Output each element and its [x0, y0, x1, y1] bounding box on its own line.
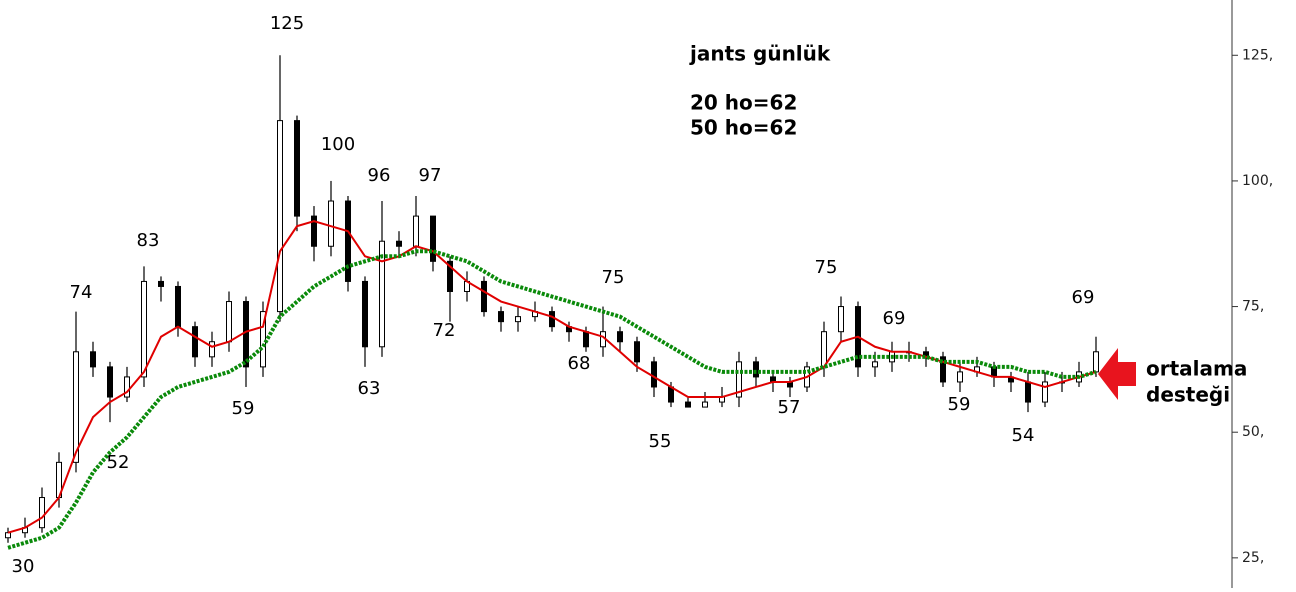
- price-annotation: 125: [270, 13, 304, 34]
- candle-body: [1025, 381, 1031, 403]
- note: 50 ho=62: [690, 116, 797, 140]
- candle-body: [396, 240, 402, 247]
- price-annotation: 63: [358, 378, 381, 399]
- price-annotation: 69: [1072, 287, 1095, 308]
- price-annotation: 75: [815, 257, 838, 278]
- y-tick-label: 125,: [1242, 47, 1273, 63]
- price-annotation: 59: [948, 394, 971, 415]
- candle-body: [141, 280, 147, 378]
- candle-body: [277, 120, 283, 313]
- candle-body: [260, 311, 266, 368]
- y-tick-label: 75,: [1242, 299, 1264, 315]
- candle-body: [1042, 381, 1048, 403]
- candle-body: [175, 285, 181, 328]
- candle-body: [838, 306, 844, 333]
- price-annotation: 83: [137, 230, 160, 251]
- candle-body: [957, 371, 963, 383]
- candle-body: [243, 301, 249, 368]
- candle-body: [311, 215, 317, 247]
- price-annotation: 54: [1012, 425, 1035, 446]
- candle-body: [651, 361, 657, 388]
- price-annotation: 57: [778, 397, 801, 418]
- price-annotation: 30: [12, 556, 35, 577]
- note: 20 ho=62: [690, 91, 797, 115]
- price-annotation: 100: [321, 134, 355, 155]
- moving-average: [7, 249, 1097, 550]
- chart-title: jants günlük: [689, 42, 831, 66]
- candle-body: [430, 215, 436, 262]
- candle-body: [872, 361, 878, 368]
- price-annotation: 74: [70, 282, 93, 303]
- candle-body: [515, 316, 521, 323]
- candle-body: [736, 361, 742, 398]
- moving-average: [7, 220, 1097, 534]
- candle-body: [226, 301, 232, 343]
- price-annotation: 97: [419, 165, 442, 186]
- candle-body: [583, 331, 589, 348]
- candle-body: [447, 260, 453, 292]
- price-annotation: 75: [602, 267, 625, 288]
- candle-body: [5, 532, 11, 539]
- candle-body: [379, 240, 385, 348]
- y-tick-label: 50,: [1242, 424, 1264, 440]
- callout: ortalama: [1146, 357, 1247, 381]
- candle-body: [107, 366, 113, 398]
- y-tick-label: 100,: [1242, 173, 1273, 189]
- price-annotation: 69: [883, 308, 906, 329]
- candle-body: [702, 401, 708, 408]
- candle-body: [821, 331, 827, 368]
- candle-body: [328, 200, 334, 247]
- candle-body: [413, 215, 419, 247]
- candle-body: [668, 386, 674, 403]
- candle-body: [498, 311, 504, 323]
- price-annotation: 96: [368, 165, 391, 186]
- price-annotation: 52: [107, 452, 130, 473]
- candle-body: [549, 311, 555, 328]
- candle-body: [294, 120, 300, 217]
- price-annotation: 68: [568, 353, 591, 374]
- y-tick-label: 25,: [1242, 550, 1264, 566]
- candle-body: [345, 200, 351, 282]
- candle-body: [73, 351, 79, 463]
- candle-body: [209, 341, 215, 358]
- callout: desteği: [1146, 383, 1230, 407]
- candle-body: [940, 356, 946, 383]
- candle-body: [685, 401, 691, 408]
- price-annotation: 55: [649, 431, 672, 452]
- candle-body: [617, 331, 623, 343]
- callout-arrow: [1098, 348, 1136, 400]
- candle-body: [158, 280, 164, 287]
- candle-body: [634, 341, 640, 363]
- price-annotation: 72: [433, 320, 456, 341]
- candle-body: [39, 497, 45, 529]
- candle-body: [481, 280, 487, 313]
- price-annotation: 59: [232, 398, 255, 419]
- candle-body: [192, 326, 198, 358]
- candle-body: [1093, 351, 1099, 373]
- candle-body: [124, 376, 130, 398]
- candle-body: [753, 361, 759, 378]
- candle-body: [362, 280, 368, 348]
- candle-body: [90, 351, 96, 368]
